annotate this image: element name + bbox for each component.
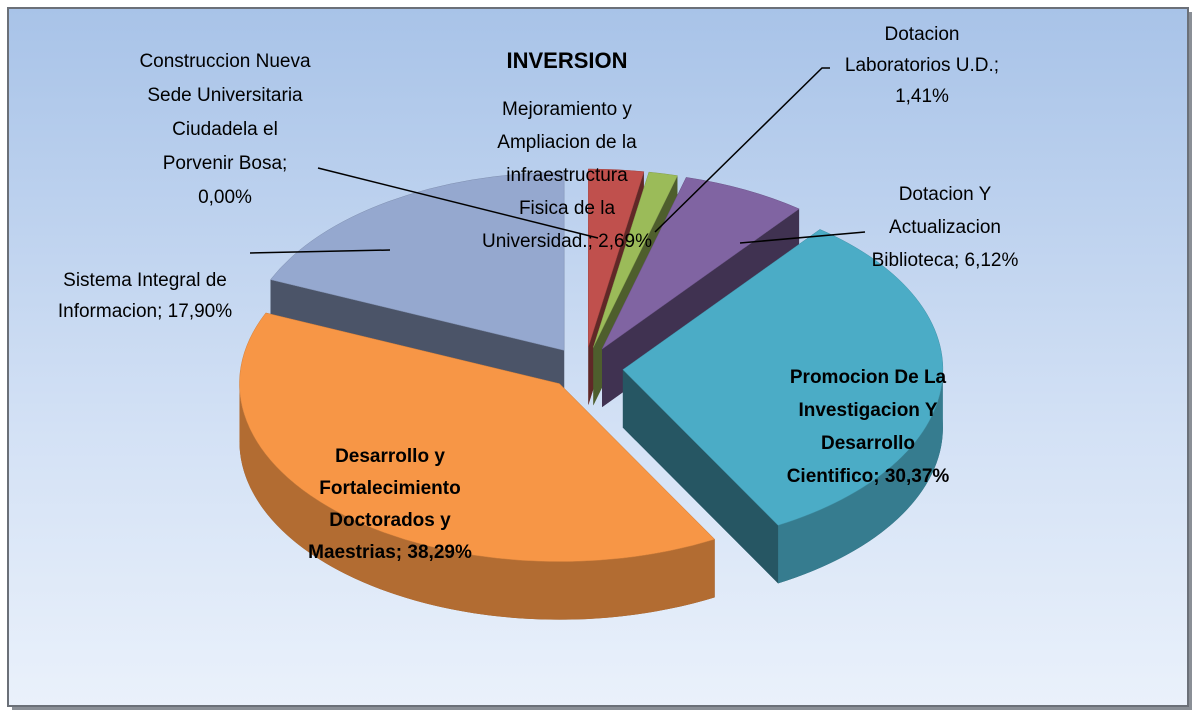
data-label: Sede Universitaria <box>147 85 303 106</box>
slice-top <box>622 229 944 526</box>
leader-line <box>654 67 830 233</box>
data-label: Laboratorios U.D.; <box>845 55 999 76</box>
slice-top <box>588 168 645 348</box>
pie <box>239 168 944 620</box>
data-label: Porvenir Bosa; <box>163 153 288 174</box>
data-label: Ciudadela el <box>172 119 278 140</box>
slice-top <box>239 312 716 562</box>
data-label: Desarrollo y <box>335 446 445 467</box>
slice-top <box>593 171 678 348</box>
data-label: Dotacion Y <box>899 184 992 205</box>
labels: Construccion Nueva Sede Universitaria Ciud… <box>58 24 1019 563</box>
data-label: Construccion Nueva <box>139 51 311 72</box>
leader-line <box>317 167 599 239</box>
data-label: Fisica de la <box>519 198 616 219</box>
data-label: Mejoramiento y <box>502 99 632 120</box>
data-label: Cientifico; 30,37% <box>787 466 950 487</box>
slice-wall <box>622 369 779 584</box>
data-label: 0,00% <box>198 187 252 208</box>
data-label: Doctorados y <box>329 510 451 531</box>
data-label: Investigacion Y <box>798 400 937 421</box>
data-label: Fortalecimiento <box>319 478 460 499</box>
data-label: 1,41% <box>895 86 949 107</box>
slice <box>622 229 944 584</box>
data-label: Promocion De La <box>790 367 947 388</box>
slice-top <box>270 172 565 351</box>
data-label: infraestructura <box>506 165 628 186</box>
data-label: Informacion; 17,90% <box>58 301 232 322</box>
slice <box>239 312 716 620</box>
slice-top <box>601 177 800 350</box>
data-label: Biblioteca; 6,12% <box>872 250 1019 271</box>
slice-side <box>778 369 943 584</box>
data-label: Universidad.; 2,69% <box>482 231 652 252</box>
data-label: Actualizacion <box>889 217 1001 238</box>
data-label: Dotacion <box>885 24 960 45</box>
chart-title: INVERSION <box>506 48 627 73</box>
data-label: Maestrias; 38,29% <box>308 542 472 563</box>
leader-line <box>739 231 866 244</box>
data-label: Ampliacion de la <box>497 132 637 153</box>
data-label: Desarrollo <box>821 433 915 454</box>
leader-line <box>249 249 391 254</box>
data-label: Sistema Integral de <box>63 270 227 291</box>
